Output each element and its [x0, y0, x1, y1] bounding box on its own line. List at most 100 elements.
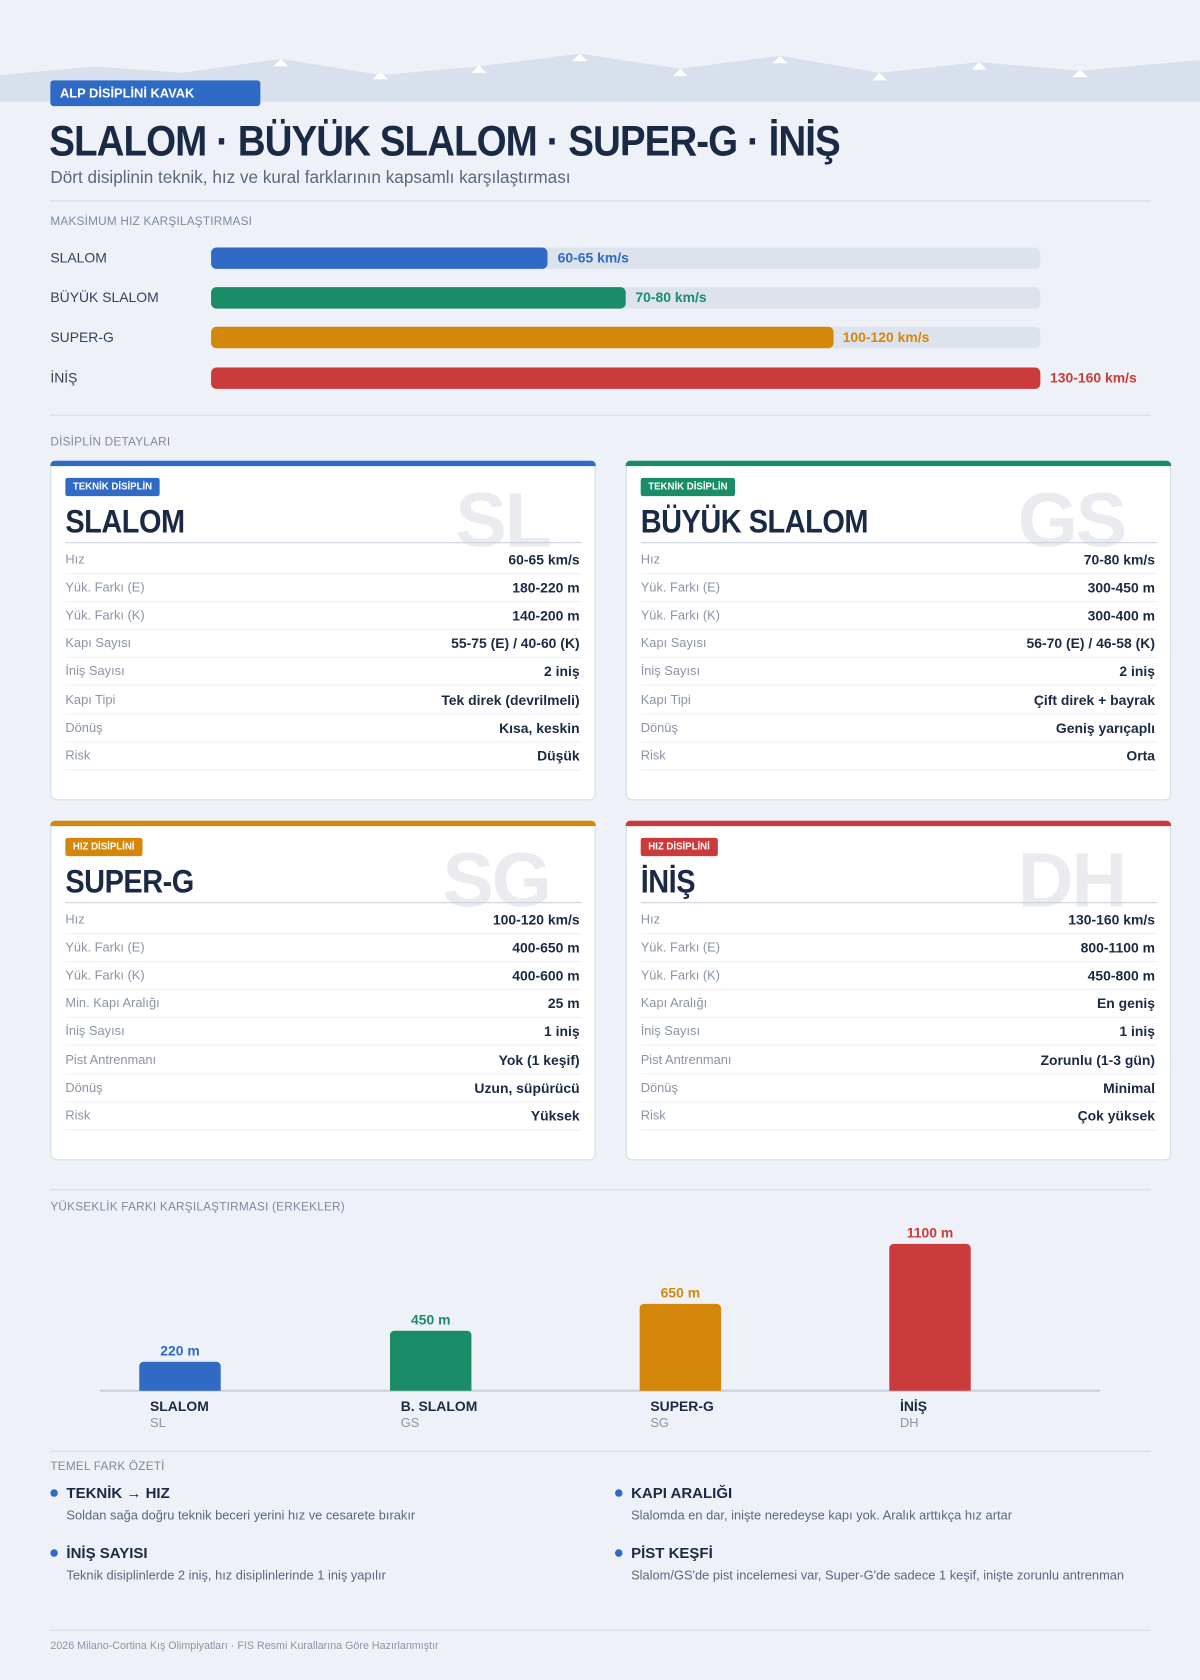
card-accent	[625, 460, 1172, 467]
row-value: 300-400 m	[1087, 607, 1156, 624]
row-divider	[640, 685, 1158, 687]
page-title: SLALOM · BÜYÜK SLALOM · SUPER-G · İNİŞ	[49, 117, 840, 166]
row-divider	[65, 1073, 582, 1075]
card-abbr: DH	[1017, 837, 1127, 924]
row-label: Pist Antrenmanı	[640, 1051, 732, 1067]
row-value: 300-450 m	[1087, 579, 1156, 596]
row-value: Yok (1 keşif)	[498, 1051, 580, 1068]
row-value: 2 iniş	[544, 663, 580, 680]
row-divider	[65, 713, 582, 715]
x-tick-sublabel: SL	[150, 1415, 166, 1431]
row-divider	[640, 657, 1158, 659]
value-label: 100-120 km/s	[842, 328, 930, 346]
row-value: Tek direk (devrilmeli)	[441, 691, 580, 708]
row-label: Yük. Farkı (E)	[65, 579, 145, 595]
section-label: MAKSİMUM HIZ KARŞILAŞTIRMASI	[50, 215, 253, 229]
section-label: DİSİPLİN DETAYLARI	[50, 436, 171, 449]
x-tick-label: İNİŞ	[900, 1398, 928, 1415]
divider	[50, 1189, 1151, 1191]
row-divider	[640, 989, 1158, 991]
badge: ALP DİSİPLİNİ KAVAK	[50, 80, 261, 107]
card-abbr: GS	[1017, 477, 1127, 564]
bar	[889, 1243, 971, 1391]
row-label: Risk	[640, 1107, 666, 1123]
card-abbr: SL	[455, 477, 551, 564]
row-value: 25 m	[547, 995, 580, 1012]
row-label: Yük. Farkı (E)	[640, 579, 721, 595]
footer: 2026 Milano-Cortina Kış Olimpiyatları · …	[50, 1640, 439, 1653]
card-tag: HIZ DİSİPLİNİ	[65, 837, 142, 857]
value-label: 130-160 km/s	[1050, 369, 1137, 386]
row-value: Uzun, süpürücü	[474, 1079, 580, 1096]
row-value: Zorunlu (1-3 gün)	[1040, 1051, 1156, 1068]
row-divider	[65, 657, 582, 659]
card-tag: HIZ DİSİPLİNİ	[640, 837, 718, 857]
subtitle: Dört disiplinin teknik, hız ve kural far…	[50, 169, 571, 188]
row-label: Dönüş	[65, 719, 103, 735]
card-title: BÜYÜK SLALOM	[640, 504, 869, 541]
row-label: Risk	[65, 747, 91, 763]
summary-title: PİST KEŞFİ	[631, 1543, 713, 1562]
row-divider	[640, 629, 1158, 631]
discipline-card: SG HIZ DİSİPLİNİ SUPER-G Hız 100-120 km/s Yük…	[50, 820, 596, 1161]
card-divider	[640, 542, 1158, 544]
divider	[50, 1629, 1151, 1631]
row-divider	[65, 1045, 582, 1047]
row-divider	[640, 961, 1158, 963]
card-title: SUPER-G	[65, 864, 194, 901]
row-divider	[640, 768, 1158, 771]
bar	[639, 1303, 722, 1391]
bullet	[615, 1549, 623, 1557]
value-label: 650 m	[660, 1284, 701, 1301]
discipline-card: DH HIZ DİSİPLİNİ İNİŞ Hız 130-160 km/s Yük. F…	[625, 820, 1172, 1161]
row-label: Yük. Farkı (K)	[640, 607, 721, 623]
mountain-decoration	[0, 53, 1200, 102]
row-value: 2 iniş	[1119, 663, 1156, 680]
row-label: Pist Antrenmanı	[65, 1051, 157, 1067]
row-label: Min. Kapı Aralığı	[65, 995, 160, 1011]
bullet	[50, 1489, 58, 1497]
bar	[211, 326, 834, 349]
row-value: Çok yüksek	[1077, 1107, 1156, 1124]
value-label: 60-65 km/s	[557, 249, 629, 266]
row-divider	[640, 1100, 1158, 1103]
row-value: Geniş yarıçaplı	[1055, 719, 1156, 736]
bullet	[615, 1489, 623, 1497]
card-accent	[625, 820, 1172, 827]
x-tick-sublabel: SG	[650, 1415, 669, 1431]
bar-label: İNİŞ	[50, 369, 78, 386]
card-title: İNİŞ	[640, 864, 696, 901]
row-label: Kapı Sayısı	[65, 635, 132, 651]
x-tick-sublabel: GS	[400, 1415, 420, 1431]
row-value: 180-220 m	[512, 579, 580, 596]
card-abbr: SG	[442, 837, 551, 924]
row-label: İniş Sayısı	[65, 663, 125, 679]
row-label: Kapı Sayısı	[640, 635, 707, 651]
summary-text: Teknik disiplinlerde 2 iniş, hız disipli…	[66, 1567, 386, 1583]
row-divider	[640, 1128, 1158, 1131]
summary-text: Slalomda en dar, inişte neredeyse kapı y…	[631, 1507, 1012, 1523]
row-value: 56-70 (E) / 46-58 (K)	[1026, 635, 1156, 652]
row-divider	[65, 601, 582, 603]
summary-text: Slalom/GS'de pist incelemesi var, Super-…	[631, 1567, 1125, 1583]
row-value: 60-65 km/s	[508, 551, 580, 568]
row-label: Risk	[640, 747, 666, 763]
row-divider	[640, 573, 1158, 575]
row-value: 140-200 m	[512, 607, 580, 624]
card-accent	[50, 820, 596, 827]
value-label: 450 m	[410, 1311, 451, 1328]
row-divider	[65, 961, 582, 963]
card-tag: TEKNİK DİSİPLİN	[640, 477, 736, 497]
summary-title: İNİŞ SAYISI	[66, 1543, 148, 1562]
x-tick-label: SUPER-G	[650, 1398, 714, 1415]
divider	[50, 1450, 1151, 1452]
row-divider	[640, 933, 1158, 935]
section-label: TEMEL FARK ÖZETİ	[50, 1460, 165, 1474]
summary-title: KAPI ARALIĞI	[631, 1483, 733, 1502]
row-label: Hız	[65, 551, 85, 567]
row-label: Kapı Tipi	[640, 691, 691, 707]
bar	[211, 247, 548, 269]
row-value: 100-120 km/s	[492, 911, 580, 928]
row-value: 1 iniş	[544, 1023, 580, 1040]
row-divider	[640, 1073, 1158, 1075]
